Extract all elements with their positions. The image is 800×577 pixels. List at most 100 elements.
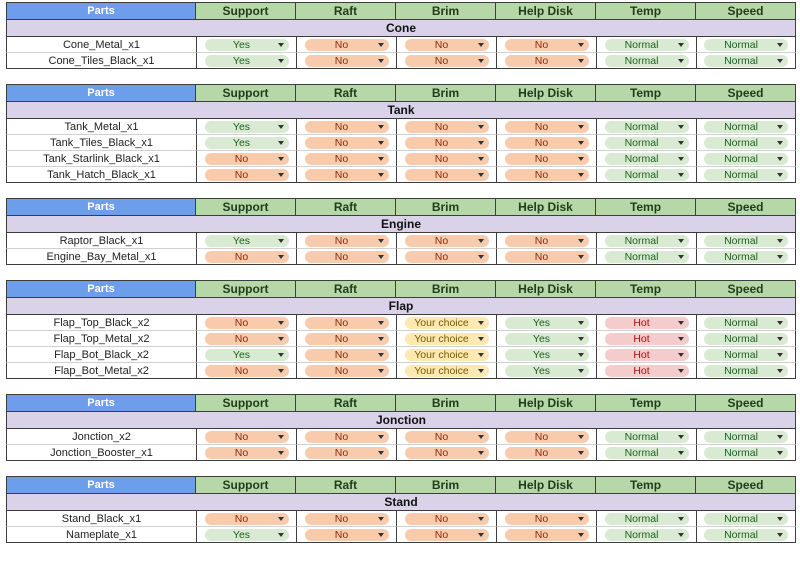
dropdown-arrow-icon[interactable] bbox=[777, 42, 783, 47]
dropdown-arrow-icon[interactable] bbox=[477, 58, 484, 63]
dropdown-chip[interactable]: No bbox=[204, 316, 289, 329]
dropdown-arrow-icon[interactable] bbox=[477, 516, 484, 521]
dropdown-chip[interactable]: Yes bbox=[204, 38, 289, 51]
dropdown-chip[interactable]: Normal bbox=[704, 38, 788, 51]
dropdown-arrow-icon[interactable] bbox=[777, 172, 783, 177]
dropdown-arrow-icon[interactable] bbox=[677, 532, 684, 537]
dropdown-arrow-icon[interactable] bbox=[577, 352, 584, 357]
dropdown-chip[interactable]: Yes bbox=[504, 364, 589, 377]
dropdown-arrow-icon[interactable] bbox=[377, 532, 384, 537]
dropdown-arrow-icon[interactable] bbox=[277, 516, 284, 521]
dropdown-chip[interactable]: No bbox=[304, 446, 389, 459]
dropdown-arrow-icon[interactable] bbox=[577, 172, 584, 177]
dropdown-chip[interactable]: No bbox=[304, 430, 389, 443]
dropdown-chip[interactable]: Yes bbox=[504, 316, 589, 329]
dropdown-arrow-icon[interactable] bbox=[377, 172, 384, 177]
dropdown-chip[interactable]: Normal bbox=[604, 512, 689, 525]
dropdown-arrow-icon[interactable] bbox=[577, 368, 584, 373]
dropdown-arrow-icon[interactable] bbox=[677, 156, 684, 161]
dropdown-chip[interactable]: No bbox=[304, 234, 389, 247]
dropdown-arrow-icon[interactable] bbox=[377, 58, 384, 63]
dropdown-chip[interactable]: Normal bbox=[704, 54, 788, 67]
dropdown-arrow-icon[interactable] bbox=[477, 238, 484, 243]
dropdown-chip[interactable]: Yes bbox=[504, 332, 589, 345]
dropdown-arrow-icon[interactable] bbox=[477, 450, 484, 455]
dropdown-chip[interactable]: No bbox=[404, 528, 489, 541]
dropdown-chip[interactable]: Normal bbox=[704, 136, 788, 149]
dropdown-arrow-icon[interactable] bbox=[477, 254, 484, 259]
dropdown-arrow-icon[interactable] bbox=[577, 434, 584, 439]
dropdown-chip[interactable]: Normal bbox=[704, 168, 788, 181]
dropdown-arrow-icon[interactable] bbox=[377, 42, 384, 47]
dropdown-arrow-icon[interactable] bbox=[277, 140, 284, 145]
dropdown-chip[interactable]: Normal bbox=[604, 136, 689, 149]
dropdown-arrow-icon[interactable] bbox=[377, 320, 384, 325]
dropdown-chip[interactable]: No bbox=[304, 250, 389, 263]
dropdown-arrow-icon[interactable] bbox=[677, 320, 684, 325]
dropdown-chip[interactable]: Yes bbox=[204, 54, 289, 67]
dropdown-arrow-icon[interactable] bbox=[477, 368, 484, 373]
dropdown-arrow-icon[interactable] bbox=[677, 172, 684, 177]
dropdown-chip[interactable]: No bbox=[204, 430, 289, 443]
dropdown-chip[interactable]: No bbox=[404, 430, 489, 443]
dropdown-arrow-icon[interactable] bbox=[277, 42, 284, 47]
dropdown-arrow-icon[interactable] bbox=[677, 336, 684, 341]
dropdown-chip[interactable]: No bbox=[204, 512, 289, 525]
dropdown-chip[interactable]: No bbox=[304, 348, 389, 361]
dropdown-arrow-icon[interactable] bbox=[277, 352, 284, 357]
dropdown-arrow-icon[interactable] bbox=[377, 336, 384, 341]
dropdown-chip[interactable]: Normal bbox=[704, 234, 788, 247]
dropdown-chip[interactable]: Normal bbox=[604, 234, 689, 247]
dropdown-chip[interactable]: Normal bbox=[704, 430, 788, 443]
dropdown-arrow-icon[interactable] bbox=[677, 124, 684, 129]
dropdown-chip[interactable]: No bbox=[304, 512, 389, 525]
dropdown-arrow-icon[interactable] bbox=[277, 450, 284, 455]
dropdown-arrow-icon[interactable] bbox=[477, 320, 484, 325]
dropdown-chip[interactable]: No bbox=[304, 54, 389, 67]
dropdown-chip[interactable]: Normal bbox=[704, 348, 788, 361]
dropdown-chip[interactable]: Normal bbox=[704, 528, 788, 541]
dropdown-arrow-icon[interactable] bbox=[777, 450, 783, 455]
dropdown-arrow-icon[interactable] bbox=[477, 172, 484, 177]
dropdown-chip[interactable]: No bbox=[504, 430, 589, 443]
dropdown-chip[interactable]: Normal bbox=[604, 54, 689, 67]
dropdown-chip[interactable]: Normal bbox=[704, 120, 788, 133]
dropdown-chip[interactable]: No bbox=[404, 152, 489, 165]
dropdown-arrow-icon[interactable] bbox=[677, 42, 684, 47]
dropdown-arrow-icon[interactable] bbox=[477, 42, 484, 47]
dropdown-chip[interactable]: Normal bbox=[604, 446, 689, 459]
dropdown-arrow-icon[interactable] bbox=[377, 516, 384, 521]
dropdown-chip[interactable]: Normal bbox=[604, 528, 689, 541]
dropdown-arrow-icon[interactable] bbox=[277, 172, 284, 177]
dropdown-chip[interactable]: No bbox=[404, 120, 489, 133]
dropdown-arrow-icon[interactable] bbox=[577, 254, 584, 259]
dropdown-chip[interactable]: No bbox=[204, 364, 289, 377]
dropdown-arrow-icon[interactable] bbox=[277, 238, 284, 243]
dropdown-arrow-icon[interactable] bbox=[277, 368, 284, 373]
dropdown-chip[interactable]: No bbox=[204, 250, 289, 263]
dropdown-arrow-icon[interactable] bbox=[577, 450, 584, 455]
dropdown-arrow-icon[interactable] bbox=[477, 352, 484, 357]
dropdown-arrow-icon[interactable] bbox=[477, 434, 484, 439]
dropdown-arrow-icon[interactable] bbox=[277, 156, 284, 161]
dropdown-arrow-icon[interactable] bbox=[677, 450, 684, 455]
dropdown-chip[interactable]: Normal bbox=[604, 38, 689, 51]
dropdown-chip[interactable]: No bbox=[304, 528, 389, 541]
dropdown-arrow-icon[interactable] bbox=[677, 352, 684, 357]
dropdown-arrow-icon[interactable] bbox=[277, 320, 284, 325]
dropdown-arrow-icon[interactable] bbox=[377, 352, 384, 357]
dropdown-chip[interactable]: No bbox=[504, 528, 589, 541]
dropdown-arrow-icon[interactable] bbox=[377, 238, 384, 243]
dropdown-chip[interactable]: No bbox=[504, 38, 589, 51]
dropdown-arrow-icon[interactable] bbox=[777, 336, 783, 341]
dropdown-arrow-icon[interactable] bbox=[577, 140, 584, 145]
dropdown-arrow-icon[interactable] bbox=[577, 336, 584, 341]
dropdown-arrow-icon[interactable] bbox=[377, 140, 384, 145]
dropdown-chip[interactable]: Yes bbox=[504, 348, 589, 361]
dropdown-chip[interactable]: No bbox=[504, 136, 589, 149]
dropdown-chip[interactable]: Your choice bbox=[404, 332, 489, 345]
dropdown-chip[interactable]: Hot bbox=[604, 316, 689, 329]
dropdown-chip[interactable]: No bbox=[304, 168, 389, 181]
dropdown-chip[interactable]: No bbox=[304, 152, 389, 165]
dropdown-chip[interactable]: No bbox=[504, 234, 589, 247]
